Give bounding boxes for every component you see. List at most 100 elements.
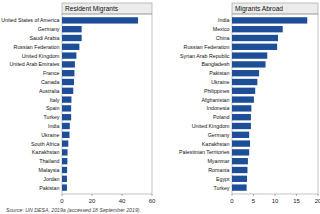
plot-frame (62, 14, 152, 194)
tick-label: 0 (230, 198, 234, 204)
bars (62, 17, 138, 191)
bar (62, 140, 68, 146)
category-label: Malaysia (39, 167, 60, 173)
bar (232, 61, 266, 67)
bar (232, 114, 251, 120)
category-label: Saudi Arabia (29, 35, 59, 41)
source-note: Source: UN DESA, 2019a (accessed 18 Sept… (6, 207, 141, 213)
tick-mark (62, 194, 63, 196)
tick-label: 0 (60, 198, 64, 204)
bar (62, 96, 71, 102)
category-label: Ukraine (211, 79, 229, 85)
panel-title: Migrants Abroad (235, 5, 283, 13)
bar (232, 26, 283, 32)
bar (62, 158, 67, 164)
bar (62, 184, 67, 190)
bars (232, 17, 307, 191)
category-label: India (48, 123, 60, 129)
bar (232, 140, 250, 146)
panel: Resident Migrants United States of Americ… (1, 3, 156, 204)
tick-label: 10 (272, 198, 279, 204)
tick-mark (296, 194, 297, 196)
bar (232, 149, 249, 155)
category-label: Russian Federation (184, 44, 230, 50)
bar (232, 88, 255, 94)
category-label: Egypt (216, 176, 230, 182)
category-label: Afghanistan (202, 97, 230, 103)
tick-label: 40 (119, 198, 126, 204)
category-label: Germany (208, 132, 230, 138)
category-label: Kazakhstan (202, 141, 230, 147)
category-label: Myanmar (207, 158, 229, 164)
bar (62, 52, 76, 58)
tick-label: 60 (149, 198, 156, 204)
category-label: Thailand (39, 158, 59, 164)
category-label: Palestinian Territories (179, 149, 230, 155)
panel: Migrants Abroad India Mexico China Russian F… (179, 3, 320, 204)
category-label: Germany (38, 26, 60, 32)
bar (232, 176, 247, 182)
category-label: United Kingdom (192, 123, 230, 129)
category-label: Philippines (204, 88, 230, 94)
tick-label: 20 (315, 198, 320, 204)
category-label: Pakistan (209, 70, 229, 76)
bar (232, 52, 267, 58)
category-label: Mexico (213, 26, 230, 32)
category-label: Syrian Arab Republic (180, 53, 230, 59)
bar (62, 123, 70, 129)
category-label: India (218, 17, 230, 23)
bar (232, 167, 247, 173)
chart-root: Resident Migrants United States of Americ… (0, 0, 320, 214)
bar (232, 79, 257, 85)
tick-mark (122, 194, 123, 196)
category-label: Australia (39, 88, 60, 94)
bar (232, 17, 307, 23)
category-label: Jordan (43, 176, 59, 182)
category-label: China (216, 35, 230, 41)
tick-mark (92, 194, 93, 196)
bar (232, 96, 254, 102)
category-label: Italy (50, 97, 60, 103)
category-label: Canada (41, 79, 60, 85)
panel-header (62, 3, 152, 14)
tick-mark (152, 194, 153, 196)
category-label: United States of America (1, 17, 59, 23)
category-label: South Africa (31, 141, 60, 147)
panel-title: Resident Migrants (65, 5, 119, 13)
bar (62, 176, 67, 182)
category-label: Indonesia (207, 105, 230, 111)
tick-mark (253, 194, 254, 196)
bar (62, 114, 71, 120)
bar (232, 132, 249, 138)
bar (62, 105, 71, 111)
bar (62, 132, 70, 138)
category-label: France (43, 70, 60, 76)
category-label: Turkey (214, 185, 230, 191)
bar (62, 149, 68, 155)
bar (62, 79, 74, 85)
bar (232, 70, 259, 76)
bar (62, 167, 67, 173)
bar (232, 105, 251, 111)
tick-mark (275, 194, 276, 196)
category-label: Poland (213, 114, 230, 120)
panel-header (232, 3, 318, 14)
bar (62, 88, 73, 94)
tick-label: 15 (293, 198, 300, 204)
bar (232, 123, 251, 129)
bar (232, 184, 247, 190)
category-label: United Kingdom (22, 53, 60, 59)
bar (232, 35, 278, 41)
bar (232, 44, 277, 50)
tick-mark (232, 194, 233, 196)
category-label: Pakistan (39, 185, 59, 191)
bar (62, 26, 82, 32)
bar (62, 61, 75, 67)
category-label: Romania (208, 167, 229, 173)
bar (62, 35, 82, 41)
category-label: Russian Federation (14, 44, 60, 50)
category-label: Spain (46, 105, 60, 111)
category-label: Ukraine (41, 132, 59, 138)
category-label: United Arab Emirates (9, 61, 59, 67)
bar (62, 70, 74, 76)
